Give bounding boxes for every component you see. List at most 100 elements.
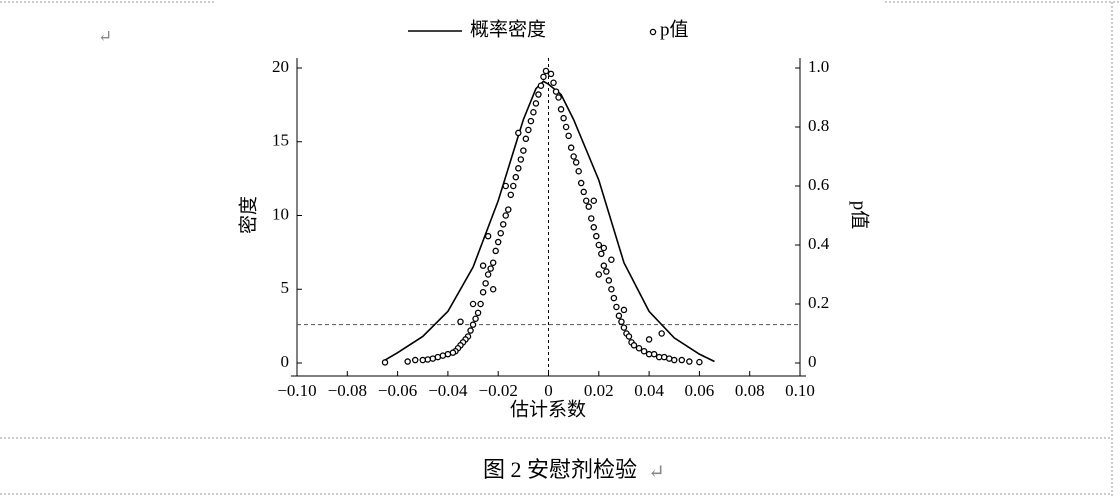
p-value-point xyxy=(620,324,628,331)
p-value-point xyxy=(570,153,577,160)
p-value-point xyxy=(577,179,585,187)
p-value-point xyxy=(560,114,567,122)
p-value-point xyxy=(540,73,547,81)
x-tick-label: 0.02 xyxy=(584,381,614,400)
p-value-point xyxy=(494,238,502,246)
y2-tick-label: 0.6 xyxy=(808,175,829,194)
p-value-point xyxy=(457,318,464,325)
p-value-point xyxy=(580,188,587,196)
p-value-point xyxy=(620,306,628,314)
p-value-point xyxy=(625,333,633,340)
x-tick-label: −0.10 xyxy=(277,381,316,400)
x-tick-label: 0.06 xyxy=(685,381,715,400)
p-value-point xyxy=(593,232,600,240)
x-tick-label: 0.08 xyxy=(735,381,765,400)
p-value-point xyxy=(489,259,497,266)
p-value-point xyxy=(525,126,532,134)
p-value-point xyxy=(411,356,419,364)
p-value-point xyxy=(595,241,603,249)
p-value-point xyxy=(658,330,665,337)
p-value-point xyxy=(595,271,603,278)
x-tick-label: −0.08 xyxy=(328,381,367,400)
paragraph-mark: ↵ xyxy=(98,27,112,46)
p-value-point xyxy=(424,356,432,363)
y2-tick-label: 1.0 xyxy=(808,57,829,76)
p-value-point xyxy=(482,280,489,287)
p-value-point xyxy=(605,277,613,284)
p-value-point xyxy=(489,285,497,293)
p-value-point xyxy=(532,100,540,107)
p-value-point xyxy=(469,321,477,328)
p-value-point xyxy=(527,117,535,125)
p-value-point xyxy=(610,294,618,302)
p-value-point xyxy=(600,262,608,269)
y-tick-label: 10 xyxy=(272,204,289,223)
p-value-point xyxy=(585,203,592,210)
p-value-point xyxy=(572,159,580,166)
p-value-point xyxy=(472,315,479,322)
p-value-point xyxy=(507,191,515,199)
p-value-point xyxy=(630,342,638,349)
p-value-point xyxy=(479,288,487,296)
p-value-point xyxy=(520,147,527,154)
paragraph-mark: ↵ xyxy=(648,462,665,484)
p-value-point xyxy=(505,206,512,213)
p-value-point xyxy=(479,262,487,269)
p-value-point xyxy=(613,303,620,311)
p-value-point xyxy=(419,356,426,364)
p-value-point xyxy=(502,212,509,219)
x-tick-label: −0.02 xyxy=(479,381,518,400)
p-value-point xyxy=(696,358,703,366)
p-value-point xyxy=(484,271,492,278)
p-value-point xyxy=(603,268,610,275)
p-value-point xyxy=(502,182,509,190)
caption: 图 2 安慰剂检验 xyxy=(483,457,637,482)
p-value-point xyxy=(562,123,570,131)
p-value-point xyxy=(477,300,484,308)
p-value-point xyxy=(645,336,653,343)
p-value-point xyxy=(530,109,537,116)
p-value-point xyxy=(552,88,560,95)
p-value-point xyxy=(588,215,595,222)
y2-tick-label: 0.4 xyxy=(808,234,830,253)
p-value-point xyxy=(608,285,615,293)
p-value-point xyxy=(565,132,572,140)
x-tick-label: −0.04 xyxy=(428,381,468,400)
p-value-point xyxy=(650,350,658,358)
p-value-point xyxy=(515,129,522,137)
p-value-point xyxy=(510,182,517,190)
p-value-point xyxy=(547,70,555,78)
p-value-point xyxy=(550,79,557,87)
y2-tick-label: 0.8 xyxy=(808,116,829,135)
p-value-point xyxy=(497,229,504,237)
p-value-point xyxy=(686,358,693,365)
p-value-point xyxy=(517,156,525,163)
p-value-point xyxy=(615,312,623,320)
y-tick-label: 0 xyxy=(281,352,290,371)
x-tick-label: 0.10 xyxy=(785,381,815,400)
p-value-point xyxy=(671,356,678,364)
p-value-point xyxy=(635,344,643,352)
p-value-point xyxy=(567,144,575,151)
x-axis-label: 估计系数 xyxy=(510,398,586,420)
y2-axis-label: p值 xyxy=(849,201,871,230)
p-value-point xyxy=(474,309,482,317)
p-value-point xyxy=(492,247,499,255)
p-value-point xyxy=(618,318,625,325)
y-tick-label: 15 xyxy=(272,131,289,150)
p-value-point xyxy=(590,224,598,231)
p-value-point xyxy=(512,173,520,181)
p-value-point xyxy=(557,106,565,113)
legend-label: p值 xyxy=(660,18,689,40)
p-value-point xyxy=(555,94,562,101)
p-value-point xyxy=(678,356,686,364)
p-value-point xyxy=(537,82,545,89)
p-value-point xyxy=(499,221,507,228)
x-tick-label: 0 xyxy=(544,381,553,400)
p-value-point xyxy=(535,91,542,98)
p-value-point xyxy=(590,197,598,204)
y-axis-label: 密度 xyxy=(237,196,259,234)
p-value-point xyxy=(600,244,608,252)
